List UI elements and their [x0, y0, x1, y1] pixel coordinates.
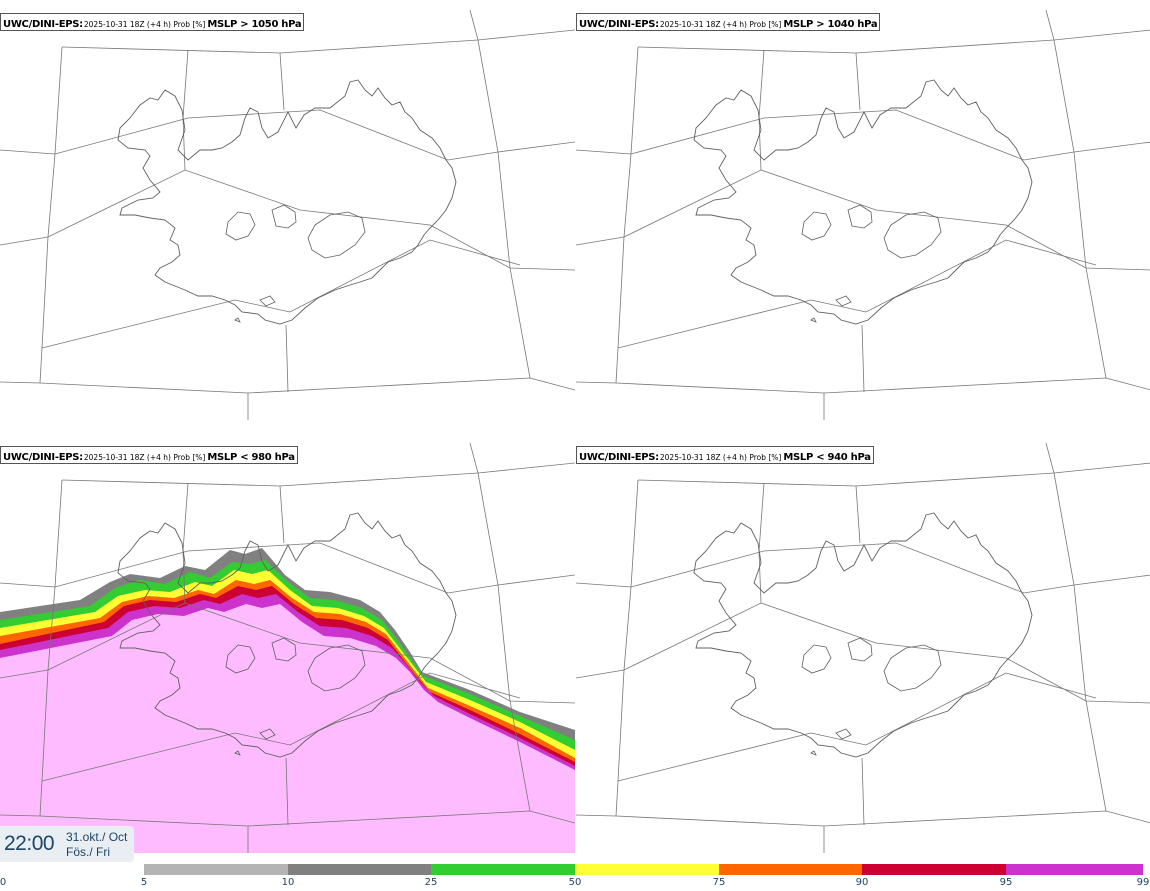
- map-panel-mslp-gt-1040: UWC/DINI-EPS:2025-10-31 18Z (+4 h) Prob …: [576, 0, 1150, 432]
- condition-label: MSLP > 1040 hPa: [783, 19, 878, 30]
- probability-colorbar: [144, 864, 1150, 875]
- model-label: UWC/DINI-EPS:: [3, 452, 83, 463]
- colorbar-segment: [575, 864, 719, 875]
- colorbar-segment: [288, 864, 431, 875]
- colorbar-tick-label: 75: [712, 877, 726, 888]
- colorbar-tick-label: 10: [281, 877, 295, 888]
- condition-label: MSLP < 980 hPa: [207, 452, 295, 463]
- model-label: UWC/DINI-EPS:: [579, 452, 659, 463]
- colorbar-segment: [1006, 864, 1143, 875]
- run-meta: 2025-10-31 18Z (+4 h) Prob [%]: [83, 453, 206, 462]
- colorbar-tick-label: 95: [999, 877, 1013, 888]
- run-meta: 2025-10-31 18Z (+4 h) Prob [%]: [659, 453, 782, 462]
- colorbar-tick-label: 50: [568, 877, 582, 888]
- condition-label: MSLP < 940 hPa: [783, 452, 871, 463]
- colorbar-tick-label: 25: [424, 877, 438, 888]
- map-panel-mslp-lt-940: UWC/DINI-EPS:2025-10-31 18Z (+4 h) Prob …: [576, 433, 1150, 853]
- valid-date: 31.okt./ Oct: [66, 830, 128, 844]
- colorbar-tick-label: 5: [140, 877, 148, 888]
- valid-weekday: Fös./ Fri: [66, 845, 110, 859]
- colorbar-tick-label: 90: [855, 877, 869, 888]
- map-canvas: [576, 9, 1150, 421]
- model-label: UWC/DINI-EPS:: [579, 19, 659, 30]
- valid-time: 22:00: [4, 832, 55, 855]
- panel-title: UWC/DINI-EPS:2025-10-31 18Z (+4 h) Prob …: [576, 13, 881, 31]
- valid-time-box: 22:00 31.okt./ Oct Fös./ Fri: [0, 826, 134, 862]
- colorbar-segment: [862, 864, 1006, 875]
- model-label: UWC/DINI-EPS:: [3, 19, 83, 30]
- map-canvas: [0, 442, 575, 853]
- condition-label: MSLP > 1050 hPa: [207, 19, 302, 30]
- panel-title: UWC/DINI-EPS:2025-10-31 18Z (+4 h) Prob …: [576, 446, 874, 464]
- run-meta: 2025-10-31 18Z (+4 h) Prob [%]: [659, 20, 782, 29]
- map-canvas: [576, 442, 1150, 853]
- run-meta: 2025-10-31 18Z (+4 h) Prob [%]: [83, 20, 206, 29]
- colorbar-segment: [144, 864, 288, 875]
- map-panel-mslp-lt-980: UWC/DINI-EPS:2025-10-31 18Z (+4 h) Prob …: [0, 433, 575, 853]
- colorbar-segment: [431, 864, 575, 875]
- panel-title: UWC/DINI-EPS:2025-10-31 18Z (+4 h) Prob …: [0, 13, 305, 31]
- panel-title: UWC/DINI-EPS:2025-10-31 18Z (+4 h) Prob …: [0, 446, 298, 464]
- colorbar-segment: [719, 864, 862, 875]
- colorbar-tick-label: 0: [0, 877, 7, 888]
- colorbar-tick-label: 99: [1136, 877, 1150, 888]
- map-panel-mslp-gt-1050: UWC/DINI-EPS:2025-10-31 18Z (+4 h) Prob …: [0, 0, 575, 432]
- map-canvas: [0, 9, 575, 421]
